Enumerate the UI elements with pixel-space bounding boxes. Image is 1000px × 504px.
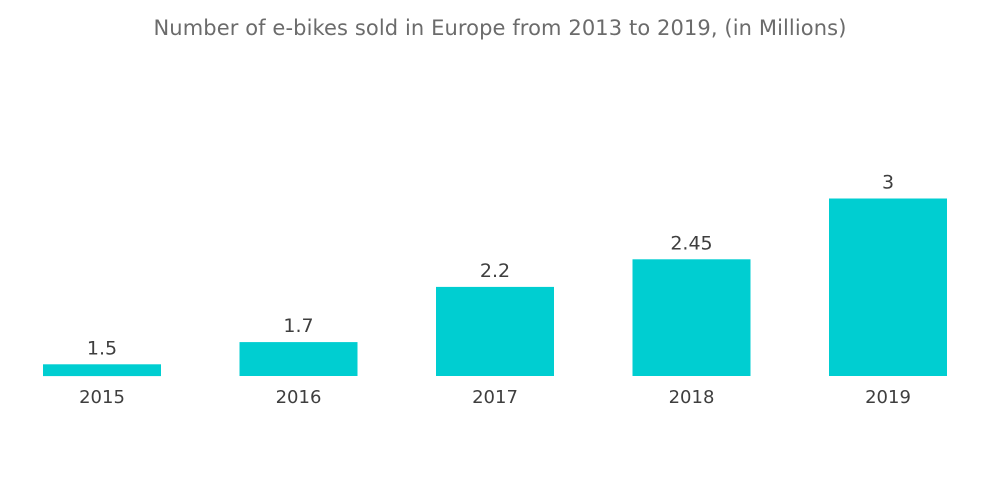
chart-title: Number of e-bikes sold in Europe from 20… — [153, 16, 847, 40]
bar-2015 — [43, 364, 161, 377]
x-tick-label-2018: 2018 — [669, 387, 715, 408]
x-tick-label-2015: 2015 — [79, 387, 125, 408]
bar-2018 — [632, 259, 751, 376]
bar-2019 — [829, 198, 947, 376]
data-label-2018: 2.45 — [670, 232, 712, 254]
x-tick-label-2017: 2017 — [472, 387, 518, 408]
bar-2016 — [239, 342, 358, 376]
data-label-2015: 1.5 — [87, 337, 117, 359]
data-label-2016: 1.7 — [283, 315, 313, 337]
x-tick-label-2019: 2019 — [865, 387, 911, 408]
x-tick-label-2016: 2016 — [276, 387, 322, 408]
data-label-2019: 3 — [882, 172, 894, 194]
bar-2017 — [436, 286, 554, 376]
data-label-2017: 2.2 — [480, 260, 510, 282]
